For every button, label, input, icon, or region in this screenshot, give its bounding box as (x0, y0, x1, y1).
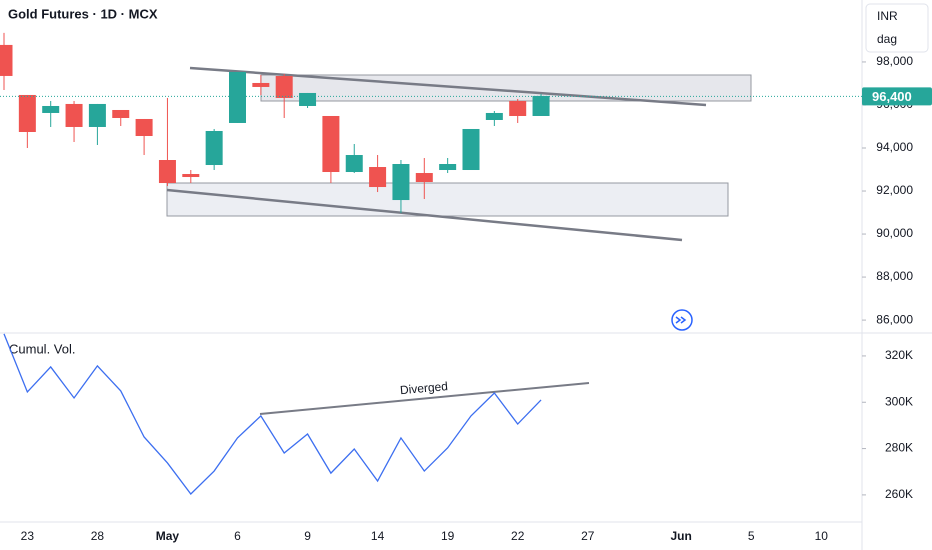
candle-body (322, 115, 340, 173)
line-series (3, 333, 542, 495)
upper-trendline (189, 66, 707, 107)
y-tick-label: 94,000 (876, 140, 913, 154)
candle-body (65, 103, 83, 127)
candle-body (439, 164, 457, 171)
candle-body (345, 155, 363, 173)
candle-body (415, 173, 433, 183)
lower-trendline (166, 188, 683, 242)
last-price-label: 96,400 (872, 89, 912, 104)
x-tick-label: 22 (511, 529, 525, 543)
x-tick-label: 9 (304, 529, 311, 543)
scroll-icon (675, 316, 687, 324)
x-tick-label: 14 (371, 529, 385, 543)
y-tick-label: 320K (885, 348, 913, 362)
candle-body (18, 94, 36, 132)
y-tick-label: 88,000 (876, 269, 913, 283)
x-tick-label: 10 (815, 529, 829, 543)
x-tick-label: 19 (441, 529, 455, 543)
chart-title: Gold Futures · 1D · MCX (8, 6, 158, 21)
candle-body (182, 174, 200, 178)
y-tick-label: 260K (885, 487, 913, 501)
candle-body (275, 75, 293, 98)
indicator-title: Cumul. Vol. (9, 341, 75, 356)
candle-body (158, 160, 176, 184)
candle-body (532, 95, 550, 116)
y-tick-label: 92,000 (876, 183, 913, 197)
y-tick-label: 90,000 (876, 226, 913, 240)
last-price-box (862, 87, 932, 106)
annotation: Diverged (399, 379, 448, 397)
x-tick-label: 23 (21, 529, 35, 543)
candle-body (369, 167, 387, 188)
support-zone (166, 182, 729, 217)
candle-body (135, 118, 153, 136)
scroll-button[interactable] (671, 309, 693, 331)
candle-body (112, 109, 130, 118)
x-tick-label: 6 (234, 529, 241, 543)
currency: INR (877, 9, 898, 23)
x-tick-label: 27 (581, 529, 595, 543)
candle-body (392, 164, 410, 201)
candle-body (42, 105, 60, 113)
y-tick-label: 98,000 (876, 54, 913, 68)
candle-body (462, 128, 480, 171)
y-tick-label: 280K (885, 441, 913, 455)
x-tick-label: 5 (748, 529, 755, 543)
candle-body (88, 103, 106, 127)
x-tick-label: 28 (91, 529, 105, 543)
candle-body (229, 71, 246, 123)
currency-box[interactable] (865, 3, 929, 53)
candle-body (485, 112, 503, 120)
volume-trendline (259, 382, 590, 415)
candle-body (299, 92, 317, 106)
x-tick-label: May (156, 529, 180, 543)
candle-body (0, 44, 13, 76)
candle-body (509, 100, 527, 116)
candle-body (252, 82, 270, 87)
candle-body (205, 130, 223, 166)
x-tick-label: Jun (670, 529, 691, 543)
y-tick-label: 300K (885, 394, 913, 408)
unit: dag (877, 32, 897, 46)
y-tick-label: 86,000 (876, 312, 913, 326)
